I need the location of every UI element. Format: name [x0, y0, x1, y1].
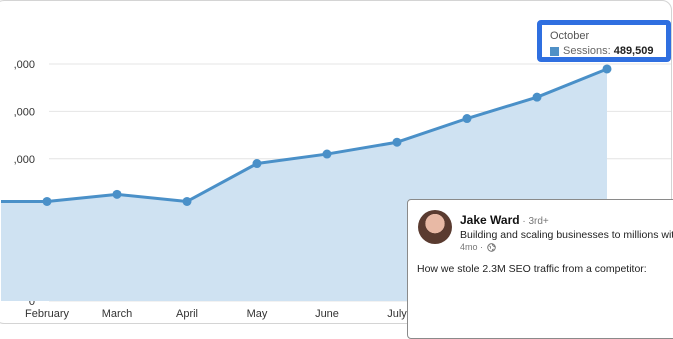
- data-point[interactable]: [602, 64, 612, 74]
- data-point[interactable]: [532, 92, 542, 102]
- series-swatch: [550, 46, 559, 56]
- y-tick-label: 0: [29, 296, 35, 308]
- author-name[interactable]: Jake Ward · 3rd+: [460, 213, 549, 227]
- data-point[interactable]: [112, 189, 122, 199]
- series-line: [1, 67, 608, 203]
- tooltip-month: October: [550, 30, 590, 42]
- x-tick-label: February: [25, 308, 70, 320]
- tooltip-series-label: Sessions:: [563, 45, 611, 57]
- post-time: 4mo ·: [460, 242, 484, 252]
- globe-icon: [487, 242, 496, 252]
- data-point[interactable]: [322, 149, 332, 159]
- chart-tooltip: October Sessions: 489,509: [537, 20, 671, 62]
- x-tick-label: May: [247, 308, 268, 320]
- data-point[interactable]: [252, 159, 262, 169]
- x-tick-label: July: [387, 308, 407, 320]
- tooltip-value: 489,509: [613, 45, 654, 57]
- avatar[interactable]: [418, 210, 452, 244]
- y-tick-label: ,000: [14, 154, 35, 166]
- author-headline: Building and scaling businesses to milli…: [460, 229, 673, 241]
- data-point[interactable]: [392, 137, 402, 147]
- data-point[interactable]: [182, 196, 192, 206]
- linkedin-post-card[interactable]: Jake Ward · 3rd+ Building and scaling bu…: [407, 199, 673, 339]
- author-name-text[interactable]: Jake Ward: [460, 213, 520, 227]
- tooltip-row: Sessions: 489,509: [550, 45, 658, 57]
- post-text: How we stole 2.3M SEO traffic from a com…: [417, 263, 647, 275]
- y-tick-label: ,000: [14, 59, 35, 71]
- y-tick-label: ,000: [14, 106, 35, 118]
- data-point[interactable]: [462, 114, 472, 124]
- connection-degree: · 3rd+: [519, 216, 549, 227]
- x-tick-label: April: [176, 308, 198, 320]
- x-tick-label: June: [315, 308, 339, 320]
- post-meta: 4mo ·: [460, 242, 496, 252]
- x-tick-label: March: [102, 308, 133, 320]
- data-point[interactable]: [42, 196, 52, 206]
